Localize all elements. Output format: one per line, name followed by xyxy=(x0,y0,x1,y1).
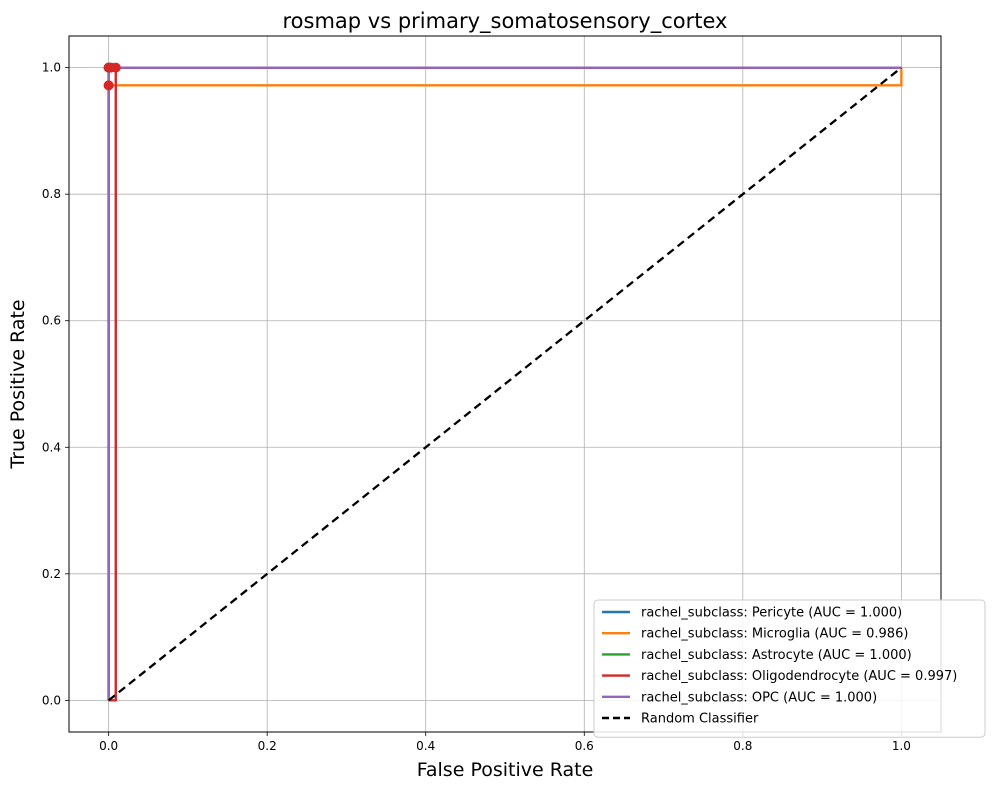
legend-entry-label: rachel_subclass: Oligodendrocyte (AUC = … xyxy=(641,669,957,684)
y-tick-label: 0.8 xyxy=(42,187,61,201)
y-axis-label: True Positive Rate xyxy=(7,299,29,469)
series-line-random-classifier xyxy=(107,66,903,702)
x-tick-label: 1.0 xyxy=(892,739,911,753)
ticks: 0.0 0.2 0.4 0.6 0.8 1.0 0.0 0.2 0.4 0.6 0.8 1.0 xyxy=(42,61,911,753)
x-tick-label: 0.2 xyxy=(258,739,277,753)
legend-entry-label: Random Classifier xyxy=(641,712,759,727)
series-marker-rachel-subclass-oligodendrocyte-auc-0-997 xyxy=(110,62,121,73)
y-tick-label: 0.4 xyxy=(42,440,61,454)
chart-title: rosmap vs primary_somatosensory_cortex xyxy=(283,9,728,34)
y-tick-label: 1.0 xyxy=(42,61,61,75)
grid xyxy=(69,36,941,732)
y-tick-label: 0.2 xyxy=(42,567,61,581)
series-markers xyxy=(103,62,121,91)
x-axis-label: False Positive Rate xyxy=(417,759,594,781)
x-tick-label: 0.4 xyxy=(416,739,435,753)
legend-box xyxy=(593,599,986,738)
legend-entry-label: rachel_subclass: Pericyte (AUC = 1.000) xyxy=(641,606,902,621)
y-tick-label: 0.0 xyxy=(42,693,61,707)
series-marker-rachel-subclass-oligodendrocyte-auc-0-997 xyxy=(103,80,114,91)
axes-frame xyxy=(68,35,942,733)
x-tick-label: 0.8 xyxy=(733,739,752,753)
legend-entry-label: rachel_subclass: Astrocyte (AUC = 1.000) xyxy=(641,648,912,663)
legend: rachel_subclass: Pericyte (AUC = 1.000) r… xyxy=(593,599,986,738)
legend-entry-label: rachel_subclass: Microglia (AUC = 0.986) xyxy=(641,627,908,642)
y-tick-label: 0.6 xyxy=(42,314,61,328)
x-tick-label: 0.6 xyxy=(575,739,594,753)
x-tick-label: 0.0 xyxy=(99,739,118,753)
legend-entry-label: rachel_subclass: OPC (AUC = 1.000) xyxy=(641,690,877,705)
